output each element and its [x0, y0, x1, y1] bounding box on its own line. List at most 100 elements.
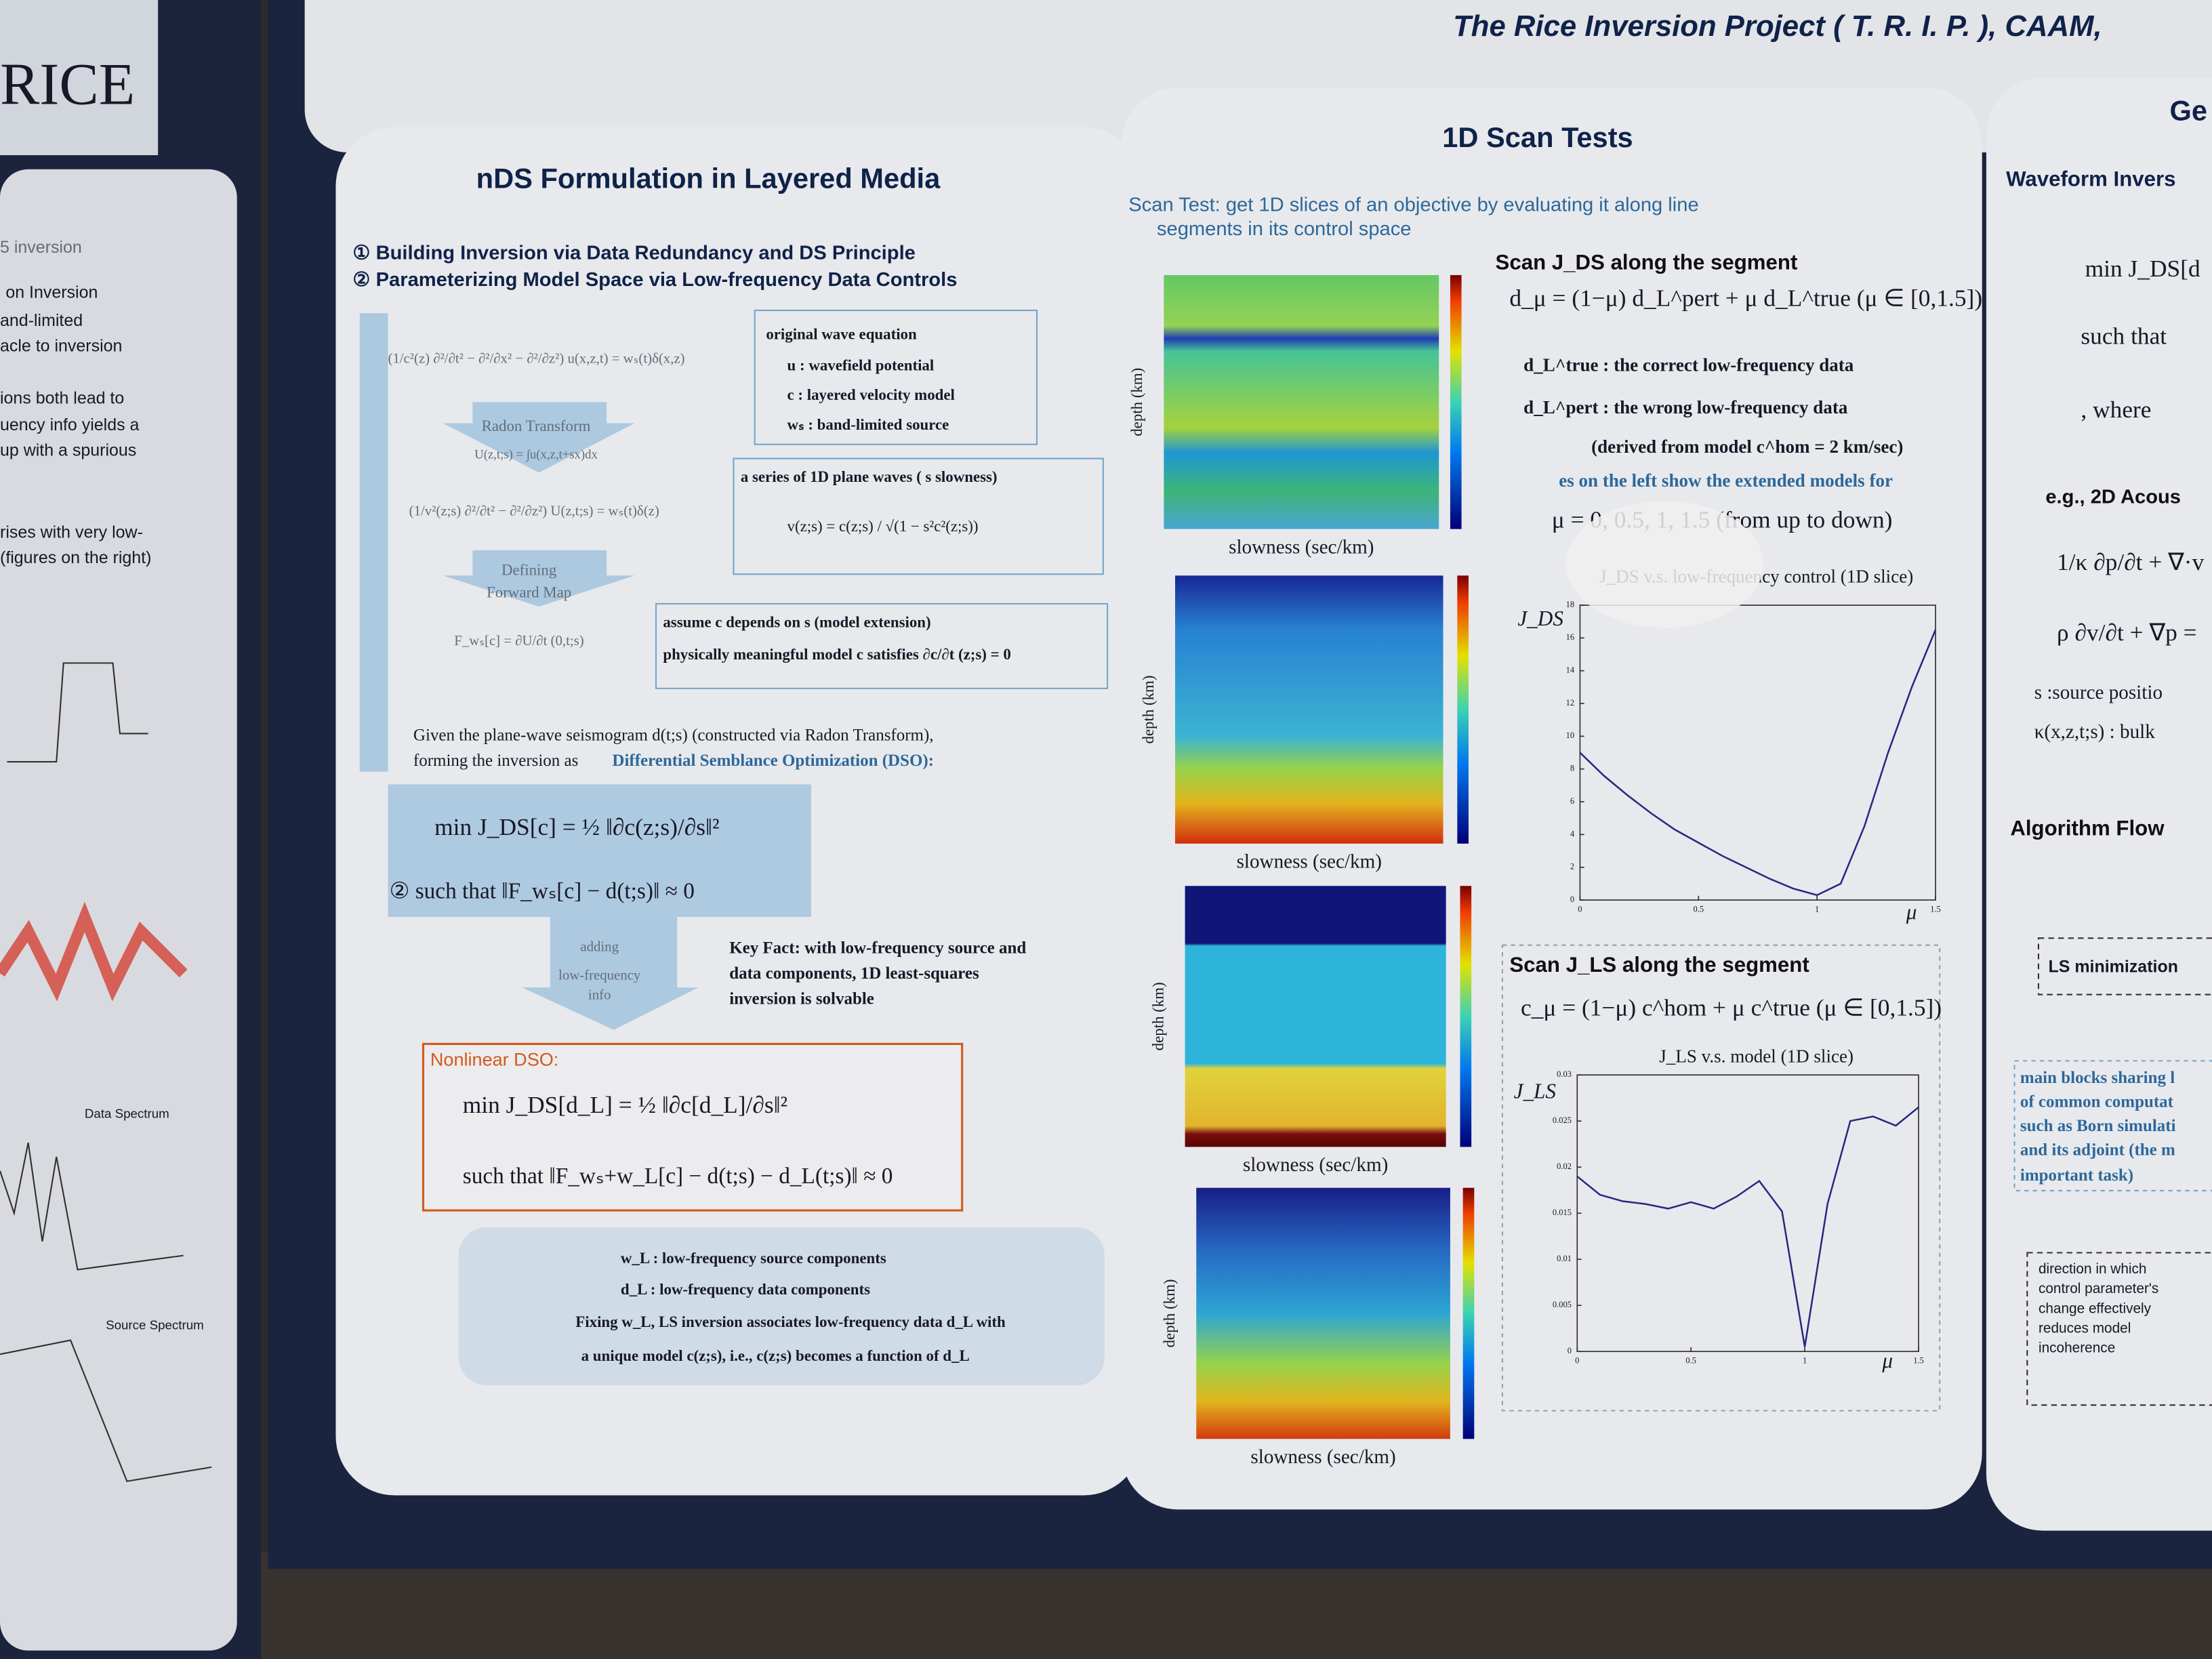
- step-label: Radon Transform: [482, 417, 591, 434]
- y-tick-label: 14: [1566, 665, 1575, 675]
- axis-label: J_DS: [1517, 607, 1563, 630]
- flow-arrow: [522, 917, 699, 1030]
- text: , where: [2081, 396, 2151, 423]
- key-fact: data components, 1D least-squares: [729, 964, 979, 983]
- step-label: low-frequency: [558, 966, 641, 983]
- fragment: uency info yields a: [0, 415, 140, 434]
- y-tick-label: 16: [1566, 632, 1574, 642]
- point: ② Parameterizing Model Space via Low-fre…: [352, 269, 957, 291]
- box-text: physically meaningful model c satisfies …: [663, 646, 1010, 663]
- x-tick-label: 0: [1575, 1356, 1579, 1366]
- axis-label: slowness (sec/km): [1237, 851, 1382, 873]
- y-tick-label: 10: [1566, 731, 1574, 740]
- box-text: reduces model: [2039, 1320, 2131, 1336]
- y-tick-label: 0.03: [1557, 1069, 1572, 1079]
- box-text: control parameter's: [2039, 1281, 2158, 1296]
- equation: min J_DS[c] = ½ ‖∂c(z;s)/∂s‖²: [434, 813, 719, 840]
- definition: (derived from model c^hom = 2 km/sec): [1591, 436, 1903, 457]
- panel: [1986, 77, 2212, 1531]
- y-tick-label: 0.025: [1553, 1115, 1572, 1125]
- axis-label: depth (km): [1161, 1279, 1178, 1347]
- left-poster: [0, 169, 237, 1651]
- equation: (1/v²(z;s) ∂²/∂t² − ∂²/∂z²) U(z,t;s) = w…: [409, 502, 659, 518]
- box: [2037, 937, 2212, 996]
- x-tick-label: 1: [1803, 1356, 1807, 1366]
- text: κ(x,z,t;s) : bulk: [2034, 721, 2156, 743]
- box: [2026, 1252, 2212, 1406]
- box: [733, 457, 1104, 575]
- box-text: assume c depends on s (model extension): [663, 613, 930, 630]
- fragment: (figures on the right): [0, 548, 151, 567]
- box-text: c : layered velocity model: [787, 386, 955, 403]
- box-text: direction in which: [2039, 1261, 2147, 1277]
- equation: such that ‖F_wₛ+w_L[c] − d(t;s) − d_L(t;…: [463, 1164, 893, 1189]
- line-series: [1576, 1106, 1919, 1347]
- box-text: a series of 1D plane waves ( s slowness): [741, 468, 998, 485]
- equation: min J_DS[d_L] = ½ ‖∂c[d_L]/∂s‖²: [463, 1091, 787, 1118]
- heatmap: [1175, 575, 1443, 844]
- x-tick-label: 1.5: [1930, 905, 1941, 914]
- note: d_L : low-frequency data components: [621, 1281, 870, 1298]
- note: es on the left show the extended models …: [1559, 470, 1893, 491]
- axis-label: slowness (sec/km): [1243, 1154, 1388, 1176]
- colorbar: [1462, 1187, 1475, 1439]
- paragraph: Given the plane-wave seismogram d(t;s) (…: [413, 726, 934, 744]
- note: w_L : low-frequency source components: [621, 1250, 886, 1267]
- axis-label: slowness (sec/km): [1250, 1446, 1395, 1468]
- y-tick-label: 4: [1570, 829, 1575, 838]
- x-tick-label: 0.5: [1685, 1356, 1696, 1366]
- fragment: acle to inversion: [0, 337, 122, 356]
- y-tick-label: 0.015: [1553, 1208, 1572, 1217]
- definition: d_L^true : the correct low-frequency dat…: [1523, 354, 1854, 375]
- box-text: of common computat: [2020, 1093, 2174, 1111]
- left-sketch: [0, 901, 188, 1002]
- plot-title: J_LS v.s. model (1D slice): [1659, 1046, 1853, 1066]
- step-label: info: [588, 986, 611, 1002]
- x-tick-label: 0: [1578, 905, 1582, 914]
- heatmaps: depth (km) slowness (sec/km) depth (km) slo…: [1128, 274, 1475, 1468]
- box-text: wₛ : band-limited source: [787, 416, 949, 433]
- fragment: rises with very low-: [0, 523, 143, 541]
- box: [2013, 1060, 2212, 1191]
- left-sketch: [0, 1142, 184, 1271]
- equation: F_wₛ[c] = ∂U/∂t (0,t;s): [454, 632, 583, 649]
- key-fact: inversion is solvable: [729, 990, 874, 1008]
- section-heading: e.g., 2D Acous: [2045, 487, 2181, 508]
- y-tick-label: 2: [1570, 862, 1574, 872]
- y-tick-label: 0: [1570, 895, 1574, 904]
- axis-label: slowness (sec/km): [1229, 536, 1374, 558]
- box-text: v(z;s) = c(z;s) / √(1 − s²c²(z;s)): [787, 518, 979, 535]
- colorbar: [1460, 886, 1472, 1147]
- flow-arrow: [443, 550, 635, 607]
- logo: RICE: [0, 51, 135, 117]
- colorbar: [1457, 575, 1469, 844]
- panel-title: Ge: [2170, 95, 2208, 127]
- y-tick-label: 0.02: [1557, 1162, 1572, 1171]
- box: [655, 602, 1109, 689]
- y-tick-label: 8: [1570, 764, 1574, 773]
- section-heading: Waveform Invers: [2006, 167, 2175, 191]
- panel-title: 1D Scan Tests: [1442, 121, 1633, 153]
- axis-label: depth (km): [1140, 676, 1157, 744]
- step-label: Defining: [501, 561, 556, 578]
- box-text: important task): [2020, 1166, 2133, 1185]
- intro: segments in its control space: [1157, 218, 1412, 240]
- heatmap: [1185, 886, 1446, 1147]
- note: a unique model c(z;s), i.e., c(z;s) beco…: [581, 1347, 970, 1364]
- floor: [0, 1551, 2212, 1659]
- equation: d_μ = (1−μ) d_L^pert + μ d_L^true (μ ∈ […: [1509, 285, 1982, 312]
- y-tick-label: 12: [1566, 698, 1574, 708]
- section-heading: Scan J_LS along the segment: [1509, 953, 1809, 977]
- box: [754, 309, 1038, 445]
- panel-title: nDS Formulation in Layered Media: [476, 162, 941, 194]
- y-tick-label: 0.005: [1553, 1300, 1572, 1309]
- fragment: Source Spectrum: [106, 1318, 204, 1332]
- box-text: u : wavefield potential: [787, 356, 935, 373]
- box-text: such as Born simulati: [2020, 1117, 2176, 1135]
- step-label: Forward Map: [487, 584, 571, 601]
- y-tick-label: 18: [1566, 600, 1574, 609]
- y-tick-label: 0.01: [1557, 1254, 1572, 1263]
